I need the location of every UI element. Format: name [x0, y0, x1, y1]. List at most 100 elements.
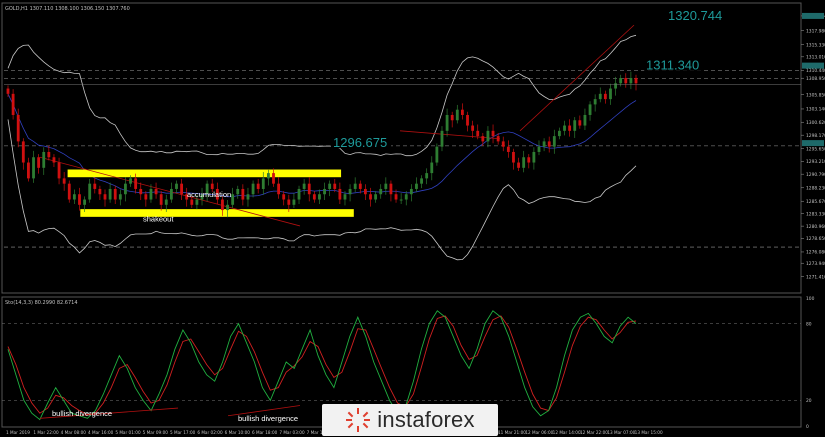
- y-tick-label: 1290.790: [806, 172, 825, 178]
- candle-body: [389, 183, 393, 195]
- candle-body: [435, 146, 439, 163]
- candle-body: [272, 173, 275, 184]
- candle-body: [52, 157, 56, 163]
- osc-info: Sto(14,3,3) 80.2990 82.6714: [5, 300, 78, 306]
- x-tick-label: 5 Mar 09:00: [143, 430, 169, 435]
- candle-body: [634, 77, 638, 84]
- candle-body: [93, 183, 97, 189]
- candle-body: [430, 162, 434, 174]
- upper-band-line: [7, 34, 637, 157]
- y-tick-label: 1283.330: [806, 211, 825, 217]
- candle-body: [583, 114, 587, 126]
- y-tick-label: 1271.410: [806, 274, 825, 280]
- candle-body: [98, 188, 102, 195]
- candle-body: [256, 183, 260, 189]
- watermark: instaforex: [322, 404, 498, 436]
- candle-body: [460, 109, 464, 115]
- candle-body: [603, 93, 607, 100]
- candle-body: [593, 99, 597, 105]
- candle-body: [11, 93, 15, 115]
- candle-body: [323, 188, 326, 195]
- candle-body: [246, 194, 250, 200]
- x-tick-label: 5 Mar 01:00: [115, 430, 141, 435]
- candle-body: [532, 151, 536, 163]
- y-tick-label: 1278.650: [806, 236, 825, 242]
- candle-body: [568, 125, 572, 131]
- candle-body: [399, 199, 403, 201]
- x-tick-label: 11 Mar 21:00: [498, 430, 526, 435]
- candle-body: [200, 194, 204, 200]
- candle-body: [573, 120, 577, 131]
- candle-body: [67, 183, 71, 200]
- candle-body: [542, 141, 546, 147]
- x-tick-label: 6 Mar 02:00: [197, 430, 223, 435]
- candle-body: [563, 125, 566, 131]
- stoch-signal-line: [7, 315, 637, 415]
- y-tick-label: 1293.210: [806, 159, 825, 165]
- candle-body: [37, 157, 41, 168]
- price-axis-marker: [802, 62, 824, 69]
- x-tick-label: 1 Mar 22:00: [33, 430, 59, 435]
- candle-body: [241, 188, 245, 200]
- candle-body: [384, 183, 388, 189]
- x-tick-label: 13 Mar 07:00: [607, 430, 635, 435]
- y-tick-label: 1288.230: [806, 186, 825, 192]
- candle-body: [113, 188, 117, 200]
- candle-body: [195, 199, 199, 205]
- candle-body: [302, 183, 306, 189]
- candle-body: [169, 188, 173, 200]
- candle-body: [27, 162, 30, 179]
- x-tick-label: 12 Mar 22:00: [580, 430, 608, 435]
- candle-body: [512, 151, 515, 163]
- candle-body: [78, 194, 81, 205]
- candle-body: [527, 157, 531, 163]
- osc-tick-label: 80: [806, 321, 812, 327]
- candle-body: [134, 178, 138, 189]
- candle-body: [486, 130, 490, 142]
- candle-body: [501, 141, 505, 147]
- level-callout-label: 1311.340: [646, 58, 699, 73]
- candle-body: [466, 114, 469, 126]
- candle-body: [21, 141, 25, 163]
- candle-body: [588, 104, 592, 115]
- candle-body: [231, 194, 235, 205]
- x-tick-label: 12 Mar 14:00: [553, 430, 581, 435]
- candle-body: [363, 188, 367, 195]
- candle-body: [496, 136, 500, 142]
- annotation-label: shakeout: [143, 215, 174, 224]
- candle-body: [62, 178, 66, 184]
- divergence-label: bullish divergence: [238, 414, 298, 423]
- candle-body: [180, 183, 184, 195]
- candle-body: [205, 183, 209, 195]
- candle-body: [185, 194, 189, 200]
- candle-body: [547, 141, 551, 147]
- candle-body: [164, 199, 168, 205]
- divergence-line: [39, 407, 179, 419]
- candle-body: [42, 151, 46, 168]
- candle-body: [16, 114, 20, 142]
- y-tick-label: 1298.170: [806, 133, 825, 139]
- x-tick-label: 1 Mar 2019: [6, 430, 30, 435]
- candle-body: [476, 130, 480, 137]
- candle-body: [506, 146, 510, 152]
- candle-body: [124, 183, 127, 195]
- candle-body: [297, 188, 301, 200]
- level-callout-label: 1320.744: [668, 8, 722, 23]
- candle-body: [614, 83, 617, 89]
- candle-body: [379, 188, 383, 195]
- candle-body: [210, 183, 214, 189]
- candle-body: [287, 199, 291, 205]
- x-tick-label: 4 Mar 16:00: [88, 430, 114, 435]
- candle-body: [318, 194, 321, 200]
- candle-body: [358, 183, 362, 189]
- candle-body: [282, 194, 286, 200]
- price-axis-marker: [802, 140, 824, 147]
- y-tick-label: 1273.940: [806, 261, 825, 267]
- candle-body: [175, 183, 178, 189]
- annotation-label: accumulation: [187, 190, 231, 199]
- candle-body: [353, 183, 357, 189]
- candle-body: [83, 199, 86, 205]
- candle-body: [32, 157, 35, 179]
- candle-body: [226, 204, 229, 211]
